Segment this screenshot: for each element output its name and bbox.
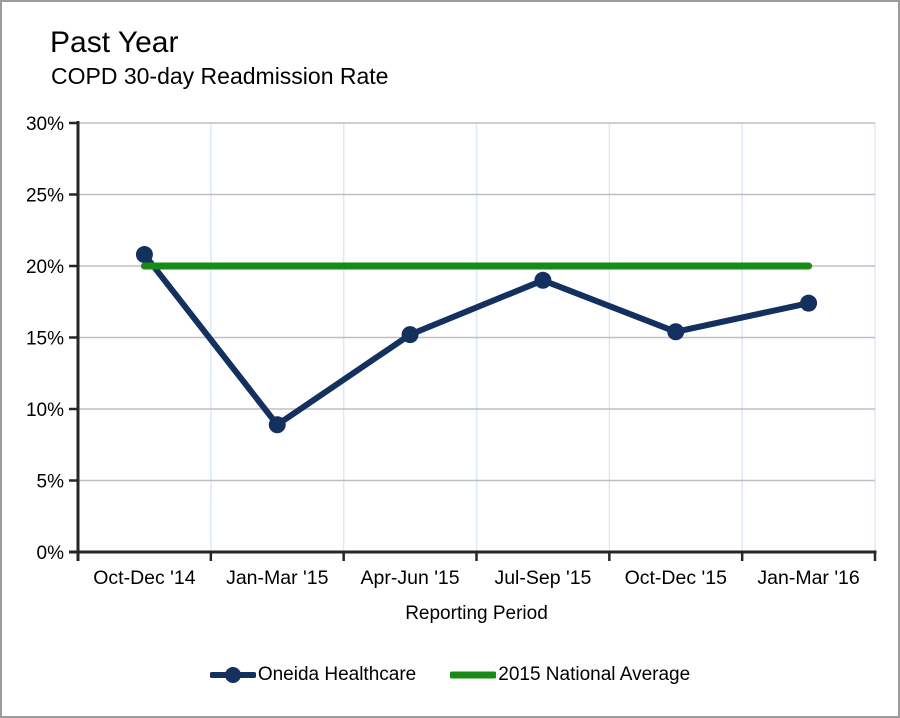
national-average-line-swatch [450,671,497,679]
x-axis-tick-labels: Oct-Dec '14 Jan-Mar '15 Apr-Jun '15 Jul-Sep… [93,567,860,589]
data-point-marker [401,326,419,344]
legend-label-oneida-healthcare: Oneida Healthcare [257,664,417,685]
svg-text:Jan-Mar '15: Jan-Mar '15 [226,567,329,589]
series-oneida-healthcare [135,246,818,434]
svg-text:30%: 30% [26,114,64,135]
y-axis-ticks [69,121,78,554]
data-point-marker [268,416,286,434]
svg-text:10%: 10% [26,400,64,421]
oneida-line-marker-swatch [209,667,256,683]
svg-text:15%: 15% [26,329,64,350]
svg-text:0%: 0% [37,543,65,564]
data-point-marker [800,294,818,312]
data-point-marker [667,323,685,341]
svg-text:25%: 25% [26,186,64,207]
chart-title: Past Year [50,26,179,59]
data-point-marker [534,271,552,289]
x-axis-title: Reporting Period [405,603,548,624]
svg-text:Oct-Dec '14: Oct-Dec '14 [93,567,195,589]
horizontal-gridlines [78,122,875,482]
svg-text:Jul-Sep '15: Jul-Sep '15 [494,567,591,589]
svg-text:5%: 5% [37,472,65,493]
svg-text:Jan-Mar '16: Jan-Mar '16 [757,567,859,589]
legend-item-oneida-healthcare: Oneida Healthcare [209,664,417,686]
chart-subtitle: COPD 30-day Readmission Rate [51,63,389,89]
legend-label-national-average: 2015 National Average [498,664,691,685]
data-point-marker [135,246,153,264]
y-axis-tick-labels: 0% 5% 10% 15% 20% 25% 30% [26,114,64,564]
legend-item-national-average: 2015 National Average [450,664,690,686]
x-axis-ticks [76,552,877,561]
svg-text:Oct-Dec '15: Oct-Dec '15 [625,567,727,589]
chart-legend: Oneida Healthcare 2015 National Average [2,664,898,686]
svg-text:Apr-Jun '15: Apr-Jun '15 [361,567,460,589]
axes [69,121,877,561]
svg-text:20%: 20% [26,257,64,278]
